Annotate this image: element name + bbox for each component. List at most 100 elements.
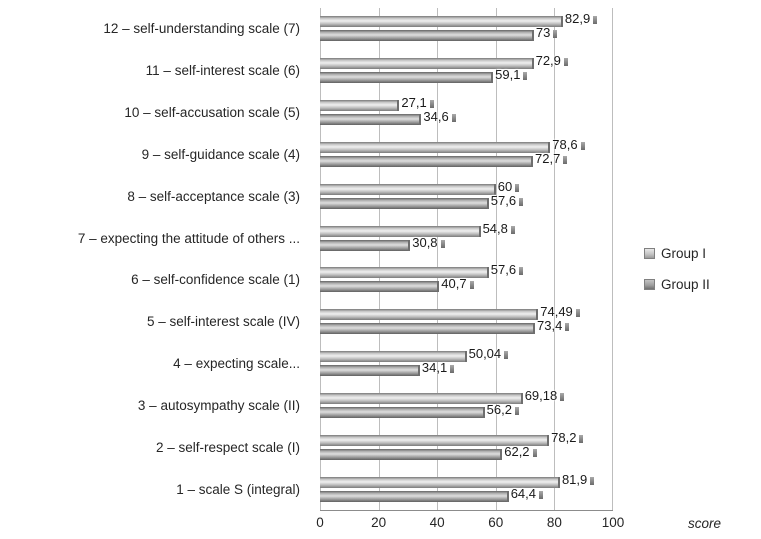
- bar-line: 56,2: [320, 403, 613, 418]
- bar-line: 72,7: [320, 152, 613, 167]
- data-label: 50,04: [469, 347, 509, 360]
- gridline: [554, 8, 556, 510]
- x-tick: 100: [601, 515, 625, 530]
- bar-group-ii: [320, 30, 534, 42]
- bar-group-ii: [320, 406, 485, 418]
- category-row: 82,9 73: [320, 8, 613, 50]
- category-label: 11 – self-interest scale (6): [145, 63, 300, 79]
- bar-line: 50,04: [320, 347, 613, 363]
- data-label: 78,6: [552, 138, 584, 151]
- bar-group-ii: [320, 448, 503, 460]
- bar-line: 54,8: [320, 222, 613, 237]
- bar-line: 72,9: [320, 54, 613, 70]
- bar-line: 64,4: [320, 487, 613, 502]
- data-label: 72,7: [535, 152, 567, 165]
- data-label: 62,2: [504, 445, 536, 458]
- bars-container: 82,9 73 72,9 59,1 27,1 34,6 78,6 72,7 60 57,6 54,8…: [320, 8, 613, 510]
- gridline: [378, 8, 380, 510]
- category-label: 9 – self-guidance scale (4): [141, 146, 300, 162]
- data-label: 60: [498, 180, 519, 193]
- data-label: 34,6: [423, 110, 455, 123]
- legend-item-group-i: Group I: [644, 246, 710, 261]
- legend-item-group-ii: Group II: [644, 277, 710, 292]
- data-label: 59,1: [495, 68, 527, 81]
- bar-line: 78,6: [320, 138, 613, 153]
- gridline: [437, 8, 439, 510]
- data-label: 82,9: [565, 12, 597, 25]
- bar-group-i: [320, 225, 481, 237]
- x-tick: 40: [429, 515, 445, 530]
- bar-group-ii: [320, 155, 533, 167]
- bar-group-i: [320, 100, 400, 112]
- bar-group-i: [320, 16, 563, 28]
- category-row: 81,9 64,4: [320, 468, 613, 510]
- data-label: 57,6: [491, 263, 523, 276]
- data-label: 34,1: [422, 361, 454, 374]
- category-label: 4 – expecting scale...: [173, 356, 300, 372]
- data-label: 69,18: [525, 389, 565, 402]
- category-label: 5 – self-interest scale (IV): [146, 314, 300, 330]
- data-label: 56,2: [487, 403, 519, 416]
- bar-line: 74,49: [320, 305, 613, 321]
- bar-line: 27,1: [320, 96, 613, 112]
- bar-line: 59,1: [320, 68, 613, 84]
- bar-group-i: [320, 392, 523, 404]
- bar-line: 34,1: [320, 361, 613, 377]
- bar-group-ii: [320, 365, 420, 377]
- x-tick: 20: [371, 515, 387, 530]
- bar-group-ii: [320, 490, 509, 502]
- data-label: 73: [536, 26, 557, 39]
- data-label: 78,2: [551, 431, 583, 444]
- x-tick: 0: [316, 515, 324, 530]
- category-label: 7 – expecting the attitude of others ...: [77, 230, 300, 246]
- category-row: 50,04 34,1: [320, 343, 613, 385]
- data-label: 57,6: [491, 194, 523, 207]
- bar-line: 40,7: [320, 277, 613, 293]
- bar-group-i: [320, 267, 489, 279]
- bar-group-ii: [320, 323, 536, 335]
- bar-group-i: [320, 309, 539, 321]
- x-tick: 60: [488, 515, 504, 530]
- category-row: 69,18 56,2: [320, 384, 613, 426]
- category-row: 74,49 73,4: [320, 301, 613, 343]
- category-row: 57,6 40,7: [320, 259, 613, 301]
- bar-group-i: [320, 58, 534, 70]
- category-row: 54,8 30,8: [320, 217, 613, 259]
- bar-group-i: [320, 434, 550, 446]
- x-axis-title: score: [688, 516, 722, 531]
- bar-line: 81,9: [320, 473, 613, 488]
- bar-line: 82,9: [320, 12, 613, 28]
- bar-group-i: [320, 183, 496, 195]
- data-label: 74,49: [540, 305, 580, 318]
- data-label: 81,9: [562, 473, 594, 486]
- data-label: 64,4: [511, 487, 543, 500]
- bar-line: 62,2: [320, 445, 613, 460]
- bar-line: 69,18: [320, 389, 613, 404]
- category-row: 78,2 62,2: [320, 426, 613, 468]
- bar-line: 30,8: [320, 236, 613, 251]
- bar-line: 57,6: [320, 263, 613, 279]
- bar-line: 73,4: [320, 319, 613, 335]
- x-axis: 0 20 40 60 80 100: [316, 515, 624, 533]
- bar-line: 73: [320, 26, 613, 42]
- bar-group-ii: [320, 239, 411, 251]
- data-label: 73,4: [537, 319, 569, 332]
- bar-group-i: [320, 141, 551, 153]
- data-label: 54,8: [483, 222, 515, 235]
- bar-group-ii: [320, 72, 494, 84]
- group-i-swatch-icon: [644, 248, 655, 259]
- data-label: 72,9: [536, 54, 568, 67]
- bar-line: 34,6: [320, 110, 613, 126]
- legend-label: Group II: [661, 277, 710, 292]
- data-label: 27,1: [401, 96, 433, 109]
- x-tick: 80: [546, 515, 562, 530]
- category-label: 2 – self-respect scale (I): [155, 439, 300, 455]
- bar-group-ii: [320, 114, 422, 126]
- category-axis: 12 – self-understanding scale (7) 11 – se…: [0, 8, 308, 510]
- gridline: [612, 8, 613, 510]
- legend-label: Group I: [661, 246, 707, 261]
- category-label: 12 – self-understanding scale (7): [103, 21, 300, 37]
- bar-line: 60: [320, 180, 613, 195]
- plot-area: 82,9 73 72,9 59,1 27,1 34,6 78,6 72,7 60 57,6 54,8…: [320, 8, 613, 511]
